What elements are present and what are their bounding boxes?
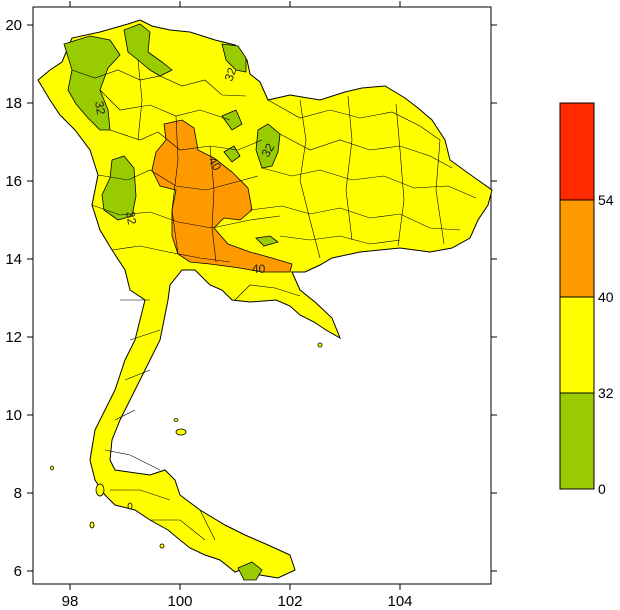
- y-axis: [27, 24, 497, 572]
- y-tick-label-10: 10: [5, 407, 22, 424]
- high-value-regions: [151, 119, 293, 273]
- green-southeast-small: [255, 235, 279, 247]
- contour-label-32-e: 32: [258, 141, 277, 160]
- color-legend: 54 40 32 0: [559, 102, 614, 497]
- green-far-south: [237, 561, 263, 581]
- y-tick-labels: 20 18 16 14 12 10 8 6: [5, 17, 22, 580]
- y-tick-label-18: 18: [5, 95, 22, 112]
- land-mass: [37, 19, 493, 579]
- green-north: [123, 23, 173, 77]
- islands: [50, 342, 323, 549]
- green-central-east: [255, 123, 281, 169]
- green-northeast-corner: [221, 43, 247, 73]
- low-value-regions: [63, 23, 281, 581]
- contour-label-40-south: 40: [252, 262, 266, 276]
- y-tick-label-16: 16: [5, 173, 22, 190]
- province-boundaries: [71, 59, 477, 541]
- green-west-border: [101, 155, 137, 221]
- legend-bin-extreme: [560, 103, 594, 200]
- contour-label-32-n: 32: [222, 65, 240, 83]
- contour-label-32-w: 32: [123, 210, 139, 226]
- y-tick-label-14: 14: [5, 251, 22, 268]
- contour-labels: 32 32 32 32 40 40: [92, 65, 277, 276]
- contour-label-40-central: 40: [205, 155, 224, 174]
- legend-frame: [559, 102, 595, 490]
- y-tick-label-20: 20: [5, 17, 22, 34]
- land-north-central: [37, 19, 493, 579]
- x-tick-label-102: 102: [277, 593, 302, 610]
- x-tick-label-98: 98: [62, 593, 79, 610]
- green-northwest: [63, 35, 121, 131]
- legend-label-54: 54: [598, 192, 614, 208]
- legend-bin-high: [560, 200, 594, 297]
- x-tick-label-100: 100: [167, 593, 192, 610]
- x-axis: [69, 1, 401, 590]
- y-tick-label-12: 12: [5, 329, 22, 346]
- x-tick-label-104: 104: [387, 593, 412, 610]
- y-tick-label-6: 6: [14, 563, 22, 580]
- legend-label-40: 40: [598, 289, 614, 305]
- y-tick-label-8: 8: [14, 485, 22, 502]
- orange-central-plain: [151, 119, 293, 273]
- legend-bin-low: [560, 393, 594, 489]
- legend-label-32: 32: [598, 385, 614, 401]
- contour-label-32-nw: 32: [92, 100, 108, 116]
- x-tick-labels: 98 100 102 104: [62, 593, 413, 610]
- legend-bin-mid: [560, 297, 594, 393]
- green-upper-central: [221, 109, 243, 131]
- legend-label-0: 0: [598, 481, 606, 497]
